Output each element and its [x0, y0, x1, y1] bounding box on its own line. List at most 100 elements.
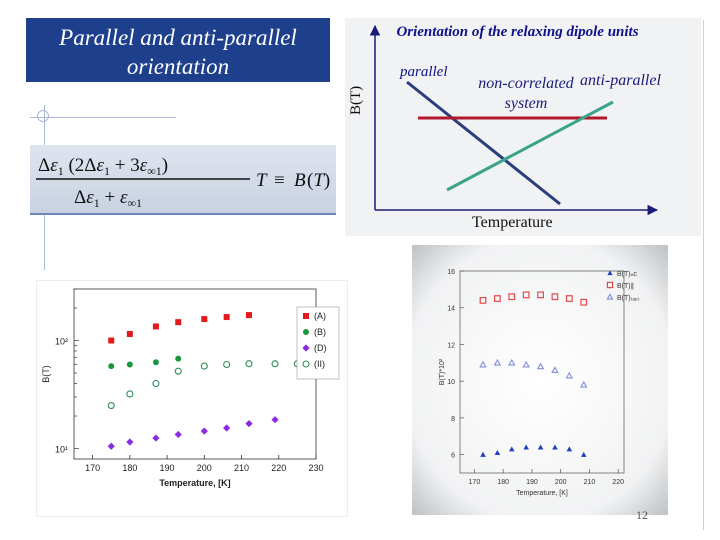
data-point — [565, 371, 574, 379]
data-point — [223, 314, 230, 321]
svg-text:(T): (T) — [307, 170, 330, 191]
data-point — [537, 291, 544, 299]
x-tick-label: 220 — [271, 463, 286, 473]
orientation-title: Orientation of the relaxing dipole units — [396, 24, 639, 40]
data-point — [152, 323, 159, 330]
x-tick-label: 180 — [122, 463, 137, 473]
data-point — [200, 362, 208, 370]
y-tick-label: 10¹ — [55, 445, 68, 455]
legend-label: (A) — [314, 311, 326, 321]
data-point — [175, 319, 182, 326]
antiparallel-label: anti-parallel — [580, 72, 661, 89]
formula-graphic: Δε1 (2Δε1 + 3ε∞1) Δε1 + ε∞1 T ≡ B (T) — [36, 155, 330, 210]
data-point — [523, 444, 529, 450]
antiparallel-line — [446, 100, 614, 192]
data-point — [126, 330, 133, 337]
data-point — [494, 450, 501, 456]
data-point — [174, 367, 182, 375]
x-tick-label: 190 — [526, 479, 538, 486]
data-point — [508, 358, 516, 366]
parallel-label: parallel — [400, 64, 448, 80]
decorative-circle — [37, 110, 49, 122]
data-point — [152, 359, 159, 366]
data-point — [551, 293, 559, 301]
x-tick-label: 200 — [555, 479, 567, 486]
data-point — [152, 379, 160, 388]
data-point — [223, 424, 231, 432]
data-point — [175, 355, 182, 362]
data-point — [201, 316, 208, 323]
legend-marker — [303, 313, 309, 319]
data-point — [536, 362, 545, 370]
noncorrelated-label: non-correlated system — [478, 75, 574, 112]
data-point — [479, 360, 487, 368]
data-point — [245, 360, 253, 368]
data-point — [480, 451, 486, 457]
data-point — [174, 430, 182, 439]
x-tick-label: 170 — [469, 479, 481, 486]
legend-label: (D) — [314, 343, 327, 353]
formula-box: Δε1 (2Δε1 + 3ε∞1) Δε1 + ε∞1 T ≡ B (T) — [30, 145, 336, 215]
data-point — [108, 363, 115, 370]
svg-text:≡: ≡ — [274, 170, 285, 191]
right-chart: 170 180 190 200 210 220 6 8 10 12 14 16 Temperature,… — [412, 245, 668, 515]
bt-axis-label: B(T) — [348, 85, 364, 115]
data-point — [508, 293, 516, 301]
y-axis-title: B(T) — [41, 365, 51, 383]
legend-label: B(T)∥ — [617, 282, 634, 290]
data-point — [126, 390, 134, 398]
temperature-axis-label: Temperature — [472, 214, 553, 231]
svg-text:Δε1 (2Δε1 + 3ε∞1): Δε1 (2Δε1 + 3ε∞1) — [38, 155, 168, 178]
data-point — [494, 295, 501, 302]
svg-text:B: B — [294, 170, 306, 191]
x-tick-label: 210 — [234, 463, 249, 473]
slide-title: Parallel and anti-parallel orientation — [26, 18, 330, 82]
data-point — [126, 438, 134, 446]
x-tick-label: 210 — [584, 479, 596, 486]
y-tick-label: 6 — [451, 453, 455, 460]
decorative-horizontal-line — [30, 117, 176, 118]
data-point — [493, 358, 502, 366]
legend-marker — [302, 360, 310, 368]
x-tick-label: 170 — [85, 463, 100, 473]
legend-label: B(T)ₙc — [617, 271, 637, 278]
data-point — [580, 451, 587, 457]
data-point — [107, 402, 115, 410]
y-tick-label: 8 — [451, 416, 455, 423]
y-tick-label: 12 — [447, 342, 455, 349]
left-chart: 170 180 190 200 210 220 230 10¹ 10² Temperature, … — [36, 280, 348, 517]
data-point — [245, 312, 252, 319]
data-point — [565, 295, 573, 302]
y-tick-label: 10 — [447, 379, 455, 386]
x-tick-label: 190 — [160, 463, 175, 473]
data-point — [223, 360, 231, 369]
data-point — [126, 361, 133, 368]
data-point — [271, 360, 279, 368]
data-point — [552, 444, 558, 450]
legend-label: (II) — [314, 359, 325, 369]
x-tick-label: 230 — [308, 463, 323, 473]
legend-marker — [607, 270, 613, 276]
y-tick-label: 14 — [447, 306, 455, 313]
left-plot-frame — [73, 288, 317, 460]
right-chart-svg: 170 180 190 200 210 220 6 8 10 12 14 16 Temperature,… — [412, 245, 668, 515]
x-tick-label: 220 — [612, 479, 624, 486]
y-tick-label: 10² — [55, 337, 68, 347]
data-point — [271, 416, 279, 424]
legend-marker — [303, 329, 309, 335]
x-axis-title: Temperature, [K] — [159, 478, 230, 488]
legend-label: B(T)₍ₐₚ₎ — [617, 295, 640, 302]
data-point — [107, 442, 115, 450]
legend-marker — [606, 293, 614, 300]
orientation-diagram — [369, 24, 659, 216]
data-point — [245, 420, 253, 428]
data-point — [522, 360, 530, 368]
svg-text:Δε1 + ε∞1: Δε1 + ε∞1 — [74, 187, 142, 210]
decorative-right-line — [703, 20, 704, 530]
x-tick-label: 180 — [497, 479, 509, 486]
parallel-line — [406, 80, 561, 206]
data-point — [479, 296, 487, 304]
data-point — [108, 337, 115, 344]
svg-text:T: T — [256, 170, 268, 191]
data-point — [551, 366, 559, 373]
